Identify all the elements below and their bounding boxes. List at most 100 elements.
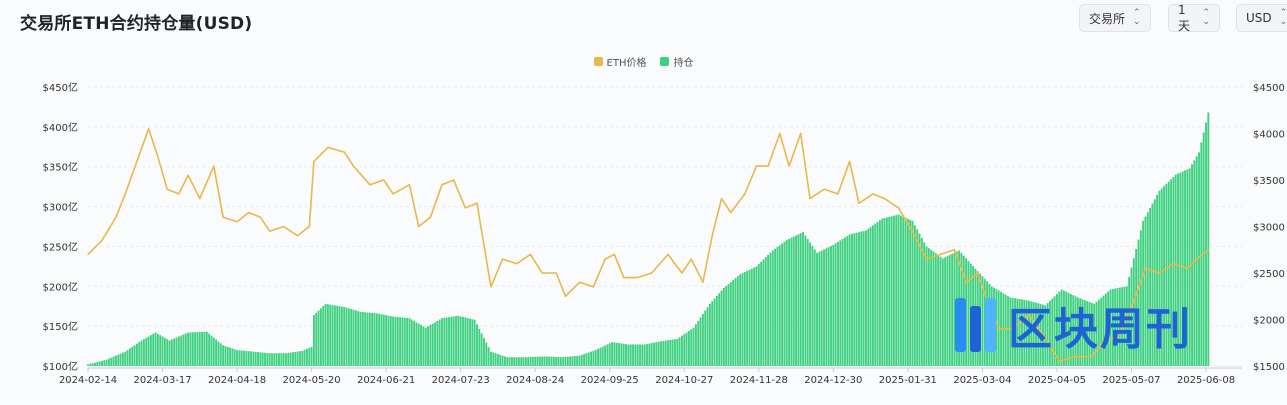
- legend-item-oi[interactable]: 持仓: [660, 54, 693, 69]
- oi-bar: [993, 287, 995, 366]
- oi-bar: [657, 341, 660, 366]
- oi-bar: [380, 314, 383, 366]
- oi-bar: [138, 342, 141, 366]
- x-tick-label: 2025-01-31: [879, 375, 937, 386]
- oi-bar: [98, 361, 101, 366]
- price-point: [101, 239, 103, 242]
- oi-bar: [636, 344, 639, 366]
- currency-select[interactable]: USD ⌃ ⌄: [1236, 4, 1287, 32]
- oi-bar: [1100, 297, 1103, 366]
- oi-bar: [715, 295, 718, 366]
- oi-bar: [1002, 293, 1005, 366]
- oi-bar: [182, 334, 185, 366]
- price-point: [418, 225, 420, 228]
- oi-bar: [899, 215, 902, 366]
- oi-bar: [1130, 267, 1133, 366]
- x-tick-label: 2024-11-28: [730, 375, 788, 386]
- price-point: [578, 281, 581, 283]
- oi-bar: [590, 351, 593, 366]
- oi-bar: [757, 264, 760, 366]
- x-tick-label: 2024-07-23: [432, 375, 490, 386]
- oi-bar: [825, 248, 828, 366]
- oi-bar: [909, 219, 912, 366]
- oi-bar: [764, 257, 767, 366]
- right-tick-label: $3000: [1253, 223, 1285, 234]
- left-axis: $100亿 $150亿 $200亿 $250亿 $300亿 $350亿 $400亿 $450亿: [43, 81, 78, 373]
- oi-bar: [697, 320, 700, 366]
- oi-bar: [534, 356, 537, 366]
- price-point: [555, 272, 557, 274]
- oi-bar: [1125, 286, 1128, 366]
- x-tick-label: 2024-12-30: [804, 375, 862, 386]
- oi-bar: [1081, 299, 1084, 366]
- oi-bar: [692, 327, 695, 366]
- price-point: [476, 202, 478, 204]
- oi-bar: [510, 357, 513, 366]
- oi-bar: [762, 259, 765, 366]
- oi-bar: [1072, 295, 1075, 366]
- oi-bar: [226, 346, 229, 366]
- oi-bar: [417, 323, 420, 366]
- price-point: [408, 184, 411, 186]
- x-tick-label: 2024-09-25: [581, 375, 639, 386]
- oi-bar: [1093, 303, 1096, 366]
- oi-bar: [671, 339, 674, 366]
- oi-bar: [1114, 288, 1117, 366]
- price-point: [124, 193, 126, 195]
- oi-bar: [699, 317, 702, 366]
- oi-bar: [1035, 302, 1037, 366]
- price-point: [1105, 337, 1107, 339]
- oi-bar: [981, 276, 984, 366]
- oi-bar: [906, 218, 909, 366]
- oi-bar: [294, 351, 297, 366]
- oi-bar: [639, 344, 641, 366]
- oi-bar: [818, 251, 821, 366]
- oi-bar: [266, 353, 269, 366]
- price-point: [115, 216, 117, 218]
- oi-bar: [911, 220, 914, 366]
- oi-bar: [1079, 298, 1082, 366]
- chart-legend: ETH价格 持仓: [0, 54, 1287, 69]
- interval-select[interactable]: 1天 ⌃ ⌄: [1168, 3, 1220, 33]
- oi-bar: [1065, 291, 1068, 366]
- right-tick-label: $4000: [1253, 130, 1285, 141]
- oi-bar: [604, 345, 607, 366]
- oi-bar: [322, 306, 325, 366]
- price-point: [767, 165, 769, 167]
- price-point: [1028, 314, 1030, 316]
- price-point: [702, 281, 704, 283]
- oi-bar: [529, 357, 532, 366]
- oi-bar: [1067, 292, 1070, 366]
- right-axis: $1500 $2000 $2500 $3000 $3500 $4000 $4500: [1253, 83, 1285, 373]
- oi-bar: [713, 298, 716, 366]
- oi-bar: [769, 252, 772, 366]
- oi-bar: [1032, 302, 1035, 366]
- oi-bar: [506, 357, 509, 366]
- oi-bar: [743, 272, 746, 366]
- legend-swatch-price: [593, 57, 603, 66]
- oi-bar: [110, 357, 113, 366]
- oi-bar: [340, 306, 343, 366]
- oi-bar: [1142, 220, 1145, 366]
- oi-bar: [1172, 176, 1175, 366]
- price-point: [308, 225, 310, 228]
- oi-bar: [457, 315, 460, 366]
- oi-bar: [429, 325, 432, 366]
- oi-bar: [161, 336, 164, 366]
- oi-bar: [1074, 296, 1077, 366]
- price-point: [236, 221, 238, 223]
- oi-bar: [252, 351, 255, 366]
- legend-item-price[interactable]: ETH价格: [593, 54, 646, 69]
- oi-bar: [224, 346, 227, 366]
- oi-bar: [648, 343, 651, 366]
- price-point: [809, 198, 811, 200]
- oi-bar: [1177, 173, 1179, 366]
- exchange-select[interactable]: 交易所 ⌃ ⌄: [1079, 4, 1151, 32]
- oi-bar: [156, 333, 159, 366]
- oi-bar: [275, 353, 278, 366]
- oi-bar: [983, 278, 986, 366]
- oi-bar: [1069, 294, 1072, 366]
- oi-bar: [408, 318, 411, 366]
- oi-bar: [485, 342, 488, 366]
- oi-bar: [669, 339, 672, 366]
